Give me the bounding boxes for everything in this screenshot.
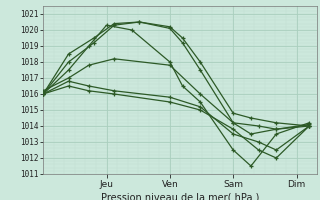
X-axis label: Pression niveau de la mer( hPa ): Pression niveau de la mer( hPa )	[101, 193, 259, 200]
